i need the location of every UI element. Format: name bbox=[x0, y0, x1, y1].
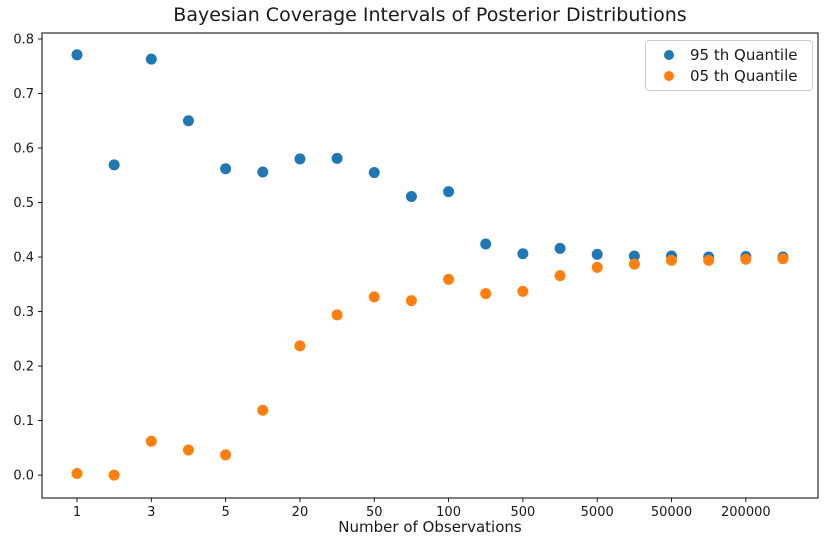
legend-label-05th: 05 th Quantile bbox=[690, 66, 798, 85]
point-05th-quantile bbox=[591, 261, 603, 273]
x-tick-label: 50000 bbox=[651, 505, 692, 520]
y-tick-label: 0.6 bbox=[13, 142, 34, 157]
x-tick-label: 3 bbox=[147, 505, 155, 520]
point-05th-quantile bbox=[145, 435, 157, 447]
x-tick-label: 5 bbox=[221, 505, 229, 520]
legend-label-95th: 95 th Quantile bbox=[690, 45, 798, 64]
point-95th-quantile bbox=[108, 159, 120, 171]
point-95th-quantile bbox=[220, 163, 232, 175]
point-05th-quantile bbox=[777, 253, 789, 265]
point-05th-quantile bbox=[517, 285, 529, 297]
y-tick-label: 0.1 bbox=[13, 414, 34, 429]
point-05th-quantile bbox=[740, 253, 752, 265]
point-05th-quantile bbox=[480, 288, 492, 300]
y-tick-label: 0.2 bbox=[13, 360, 34, 375]
point-05th-quantile bbox=[554, 270, 566, 282]
chart-title: Bayesian Coverage Intervals of Posterior… bbox=[173, 4, 687, 26]
point-05th-quantile bbox=[703, 254, 715, 266]
x-tick-label: 1 bbox=[73, 505, 81, 520]
point-95th-quantile bbox=[554, 242, 566, 254]
y-tick-label: 0.4 bbox=[13, 251, 34, 266]
point-05th-quantile bbox=[182, 444, 194, 456]
y-tick-label: 0.3 bbox=[13, 305, 34, 320]
x-tick-label: 20 bbox=[292, 505, 309, 520]
point-05th-quantile bbox=[368, 291, 380, 303]
point-95th-quantile bbox=[591, 248, 603, 260]
point-05th-quantile bbox=[294, 340, 306, 352]
legend: 95 th Quantile 05 th Quantile bbox=[645, 40, 813, 91]
point-95th-quantile bbox=[368, 167, 380, 179]
y-tick-label: 0.5 bbox=[13, 196, 34, 211]
point-95th-quantile bbox=[517, 248, 529, 260]
x-tick-label: 500 bbox=[510, 505, 535, 520]
point-05th-quantile bbox=[71, 467, 83, 479]
y-tick-label: 0.8 bbox=[13, 32, 34, 47]
point-95th-quantile bbox=[480, 238, 492, 250]
x-tick-label: 100 bbox=[436, 505, 461, 520]
y-tick-label: 0.0 bbox=[13, 469, 34, 484]
point-95th-quantile bbox=[182, 115, 194, 127]
point-05th-quantile bbox=[405, 295, 417, 307]
legend-item-95th-quantile: 95 th Quantile bbox=[646, 44, 812, 65]
point-95th-quantile bbox=[145, 53, 157, 65]
point-05th-quantile bbox=[666, 254, 678, 266]
point-95th-quantile bbox=[71, 49, 83, 61]
point-95th-quantile bbox=[331, 152, 343, 164]
x-tick-label: 5000 bbox=[581, 505, 614, 520]
plot-border bbox=[41, 32, 819, 499]
point-95th-quantile bbox=[628, 250, 640, 262]
legend-item-05th-quantile: 05 th Quantile bbox=[646, 65, 812, 86]
x-axis-label: Number of Observations bbox=[338, 518, 522, 536]
x-tick-label: 200000 bbox=[721, 505, 771, 520]
point-05th-quantile bbox=[108, 469, 120, 481]
point-95th-quantile bbox=[405, 191, 417, 203]
point-95th-quantile bbox=[443, 186, 455, 198]
point-05th-quantile bbox=[220, 449, 232, 461]
point-05th-quantile bbox=[443, 273, 455, 285]
legend-marker-95th-icon bbox=[664, 49, 674, 60]
point-05th-quantile bbox=[257, 404, 269, 416]
legend-marker-05th-icon bbox=[664, 70, 674, 81]
point-95th-quantile bbox=[294, 153, 306, 165]
x-tick-label: 50 bbox=[366, 505, 383, 520]
point-05th-quantile bbox=[331, 309, 343, 321]
y-tick-label: 0.7 bbox=[13, 87, 34, 102]
point-05th-quantile bbox=[628, 258, 640, 270]
point-95th-quantile bbox=[257, 166, 269, 178]
